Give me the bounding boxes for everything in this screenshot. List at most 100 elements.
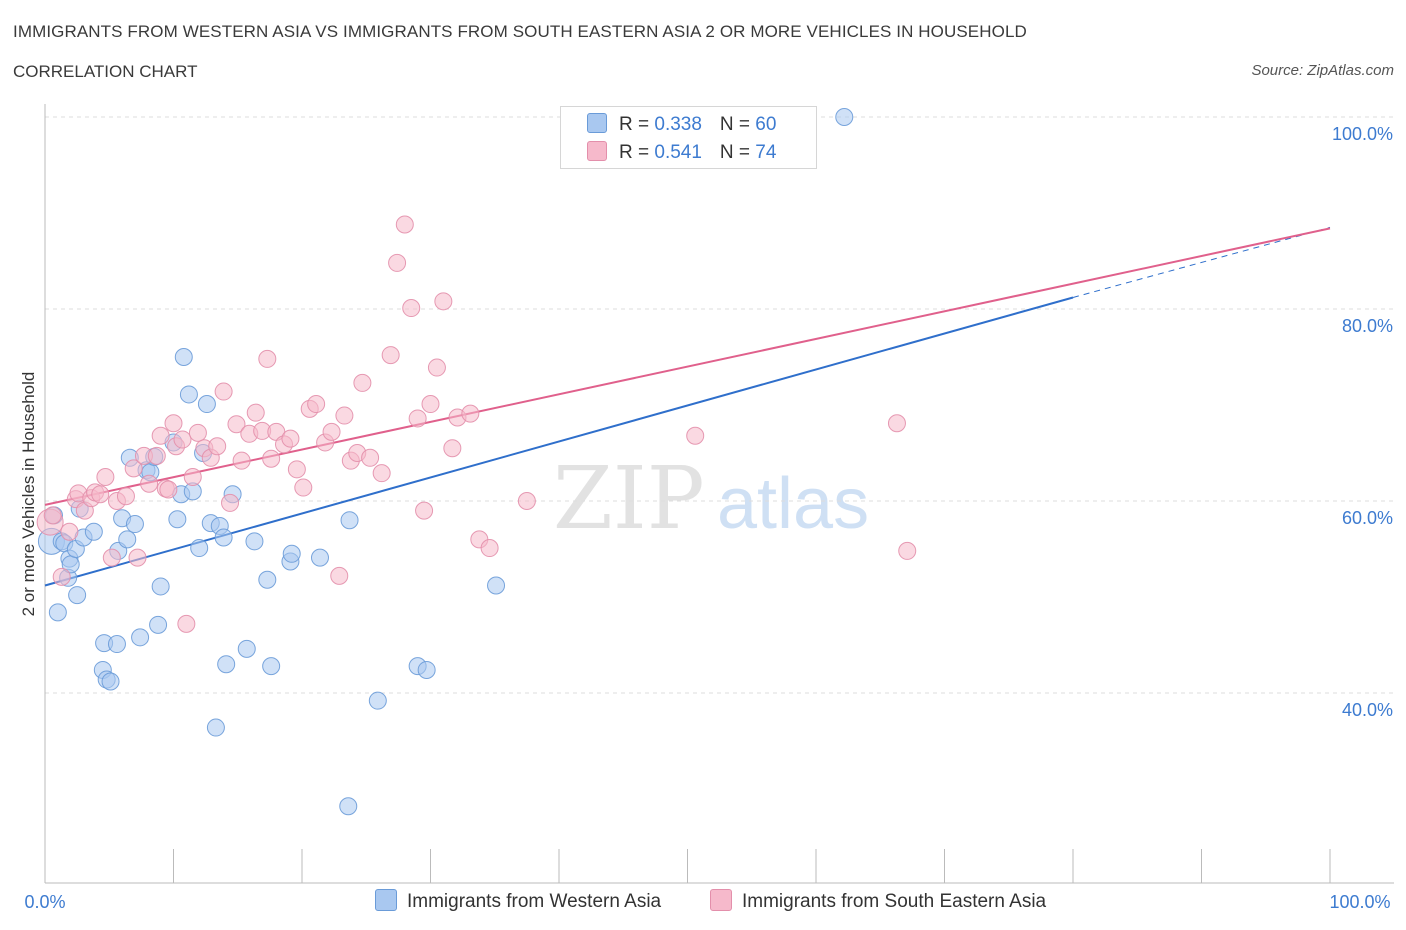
data-point-south-eastern-asia [353, 373, 372, 392]
data-point-western-asia [487, 576, 506, 595]
data-point-south-eastern-asia [128, 548, 147, 567]
data-point-western-asia [101, 672, 120, 691]
data-point-south-eastern-asia [173, 430, 192, 449]
data-point-south-eastern-asia [395, 215, 414, 234]
legend-item-south-eastern-asia: Immigrants from South Eastern Asia [710, 889, 1046, 913]
data-point-western-asia [168, 510, 187, 529]
y-tick-label: 60.0% [1342, 508, 1393, 528]
data-point-south-eastern-asia [159, 480, 178, 499]
watermark-zip: ZIP [553, 449, 705, 549]
data-point-western-asia [48, 603, 67, 622]
data-point-south-eastern-asia [208, 437, 227, 456]
data-point-south-eastern-asia [258, 349, 277, 368]
data-point-south-eastern-asia [287, 460, 306, 479]
data-point-south-eastern-asia [214, 382, 233, 401]
data-point-south-eastern-asia [408, 409, 427, 428]
chart-title: IMMIGRANTS FROM WESTERN ASIA VS IMMIGRAN… [13, 22, 1027, 41]
data-point-south-eastern-asia [307, 395, 326, 414]
data-point-western-asia [368, 691, 387, 710]
data-point-south-eastern-asia [388, 253, 407, 272]
data-point-south-eastern-asia [686, 426, 705, 445]
x-tick-label-min: 0.0% [24, 892, 65, 912]
data-point-south-eastern-asia [335, 406, 354, 425]
legend-r-value: 0.338 [654, 114, 702, 135]
data-point-south-eastern-asia [96, 468, 115, 486]
data-point-western-asia [217, 655, 236, 674]
legend-swatch-pink [710, 889, 732, 911]
gridlines [45, 116, 1394, 694]
source-label: Source: ZipAtlas.com [1251, 62, 1394, 79]
legend-n-value: 74 [755, 142, 777, 163]
data-point-south-eastern-asia [221, 493, 240, 512]
series-south-eastern-asia-points [36, 215, 917, 633]
data-point-south-eastern-asia [60, 522, 79, 541]
x-axis-ticks [44, 849, 1331, 883]
legend-item-western-asia: Immigrants from Western Asia [375, 889, 661, 913]
stats-legend-row-western-asia: R = 0.338 N = 60 [587, 113, 776, 137]
data-point-western-asia [149, 615, 168, 634]
watermark: ZIP atlas [553, 449, 869, 549]
data-point-south-eastern-asia [330, 566, 349, 585]
y-axis-label: 2 or more Vehicles in Household [19, 372, 38, 617]
trend-line-western-asia-extension [1072, 226, 1331, 298]
data-point-south-eastern-asia [461, 404, 480, 423]
data-point-western-asia [340, 511, 359, 530]
data-point-western-asia [245, 532, 264, 551]
data-point-south-eastern-asia [898, 541, 917, 560]
data-point-western-asia [417, 660, 436, 679]
data-point-western-asia [339, 797, 358, 816]
data-point-western-asia [125, 515, 144, 534]
legend-swatch-blue [375, 889, 397, 911]
chart-subtitle: CORRELATION CHART [13, 62, 198, 81]
data-point-south-eastern-asia [151, 426, 170, 445]
x-tick-label-max: 100.0% [1329, 892, 1390, 912]
data-point-south-eastern-asia [147, 446, 166, 465]
legend-r-value: 0.541 [654, 142, 702, 163]
data-point-south-eastern-asia [887, 414, 906, 433]
data-point-south-eastern-asia [188, 423, 207, 442]
legend-label-south-eastern-asia: Immigrants from South Eastern Asia [742, 891, 1047, 912]
y-tick-label: 80.0% [1342, 316, 1393, 336]
data-point-south-eastern-asia [232, 451, 251, 470]
data-point-western-asia [310, 548, 329, 567]
data-point-western-asia [107, 635, 126, 654]
data-point-western-asia [214, 528, 233, 547]
data-point-western-asia [282, 544, 301, 563]
data-point-south-eastern-asia [434, 292, 453, 311]
data-point-western-asia [262, 657, 281, 676]
data-point-south-eastern-asia [480, 539, 499, 558]
data-point-south-eastern-asia [102, 548, 121, 567]
data-point-western-asia [258, 570, 277, 589]
data-point-western-asia [151, 577, 170, 596]
data-point-western-asia [179, 385, 198, 404]
data-point-south-eastern-asia [227, 415, 246, 434]
data-point-south-eastern-asia [322, 422, 341, 441]
legend-r-label: R = [619, 142, 655, 163]
data-point-south-eastern-asia [381, 346, 400, 365]
legend-swatch-pink [587, 141, 607, 161]
legend-swatch-blue [587, 113, 607, 133]
y-axis-tick-labels: 100.0% 80.0% 60.0% 40.0% [1332, 124, 1393, 720]
data-point-south-eastern-asia [183, 468, 202, 486]
data-point-south-eastern-asia [262, 449, 281, 468]
stats-legend: R = 0.338 N = 60 R = 0.541 N = 74 [560, 106, 817, 169]
data-point-western-asia [835, 108, 854, 126]
legend-n-value: 60 [755, 114, 777, 135]
data-point-south-eastern-asia [361, 448, 380, 467]
data-point-south-eastern-asia [140, 474, 159, 493]
data-point-south-eastern-asia [443, 439, 462, 458]
data-point-south-eastern-asia [294, 478, 313, 497]
data-point-south-eastern-asia [402, 299, 421, 318]
data-point-western-asia [174, 348, 193, 366]
data-point-south-eastern-asia [91, 485, 110, 504]
stats-legend-row-south-eastern-asia: R = 0.541 N = 74 [587, 141, 776, 165]
data-point-south-eastern-asia [517, 492, 536, 510]
data-point-western-asia [68, 586, 87, 605]
data-point-south-eastern-asia [372, 464, 391, 483]
data-point-western-asia [197, 395, 216, 414]
data-point-south-eastern-asia [427, 358, 446, 377]
y-tick-label: 100.0% [1332, 124, 1393, 144]
data-point-south-eastern-asia [43, 506, 62, 525]
data-point-south-eastern-asia [281, 429, 300, 448]
